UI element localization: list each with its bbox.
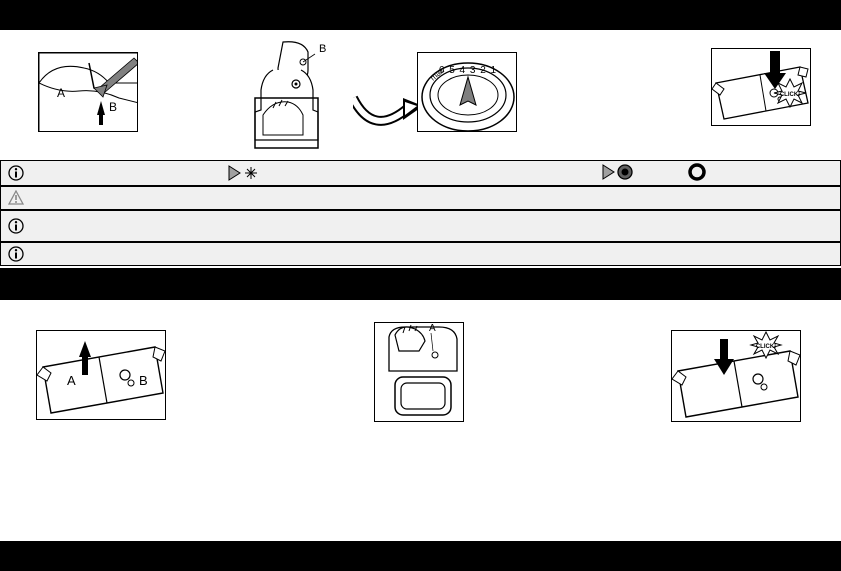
section1-illustrations: A B B	[0, 30, 841, 160]
info-row-3	[0, 210, 841, 242]
s2-fig1-label-a: A	[67, 373, 76, 388]
fig2-label-b: B	[319, 43, 326, 55]
section1-fig1: A B	[38, 52, 138, 132]
dial-numbers: 6 5 4 3 2 1	[439, 65, 497, 76]
play-circle-icon	[601, 163, 633, 184]
fig1-label-a: A	[57, 86, 65, 100]
section1-fig3: CLICK!	[711, 48, 811, 126]
info-row-4	[0, 242, 841, 266]
info-icon	[5, 218, 27, 234]
s2-fig1-label-b: B	[139, 373, 148, 388]
section1-arrow-to-dial	[353, 68, 423, 158]
section2-illustrations: A B A	[0, 300, 841, 470]
section1-dial: 6 5 4 3 2 1 max	[417, 52, 517, 132]
section1-fig2: B	[243, 40, 353, 150]
warning-icon	[5, 190, 27, 206]
ring-icon	[688, 163, 706, 184]
click-label-1: CLICK!	[780, 92, 800, 98]
info-rows-block	[0, 160, 841, 266]
play-sparkle-icon	[227, 164, 261, 182]
section2-fig2: A	[374, 322, 464, 422]
info-icon	[5, 246, 27, 262]
fig1-label-b: B	[109, 100, 117, 114]
info-icon	[5, 165, 27, 181]
info-row-1	[0, 160, 841, 186]
top-black-bar	[0, 0, 841, 30]
bottom-black-bar	[0, 541, 841, 571]
info-row-2	[0, 186, 841, 210]
mid-black-bar	[0, 268, 841, 300]
click-label-2: CLICK!	[756, 344, 776, 350]
section2-fig1: A B	[36, 330, 166, 420]
section2-fig3: CLICK!	[671, 330, 801, 422]
s2-fig2-label-a: A	[429, 323, 436, 334]
